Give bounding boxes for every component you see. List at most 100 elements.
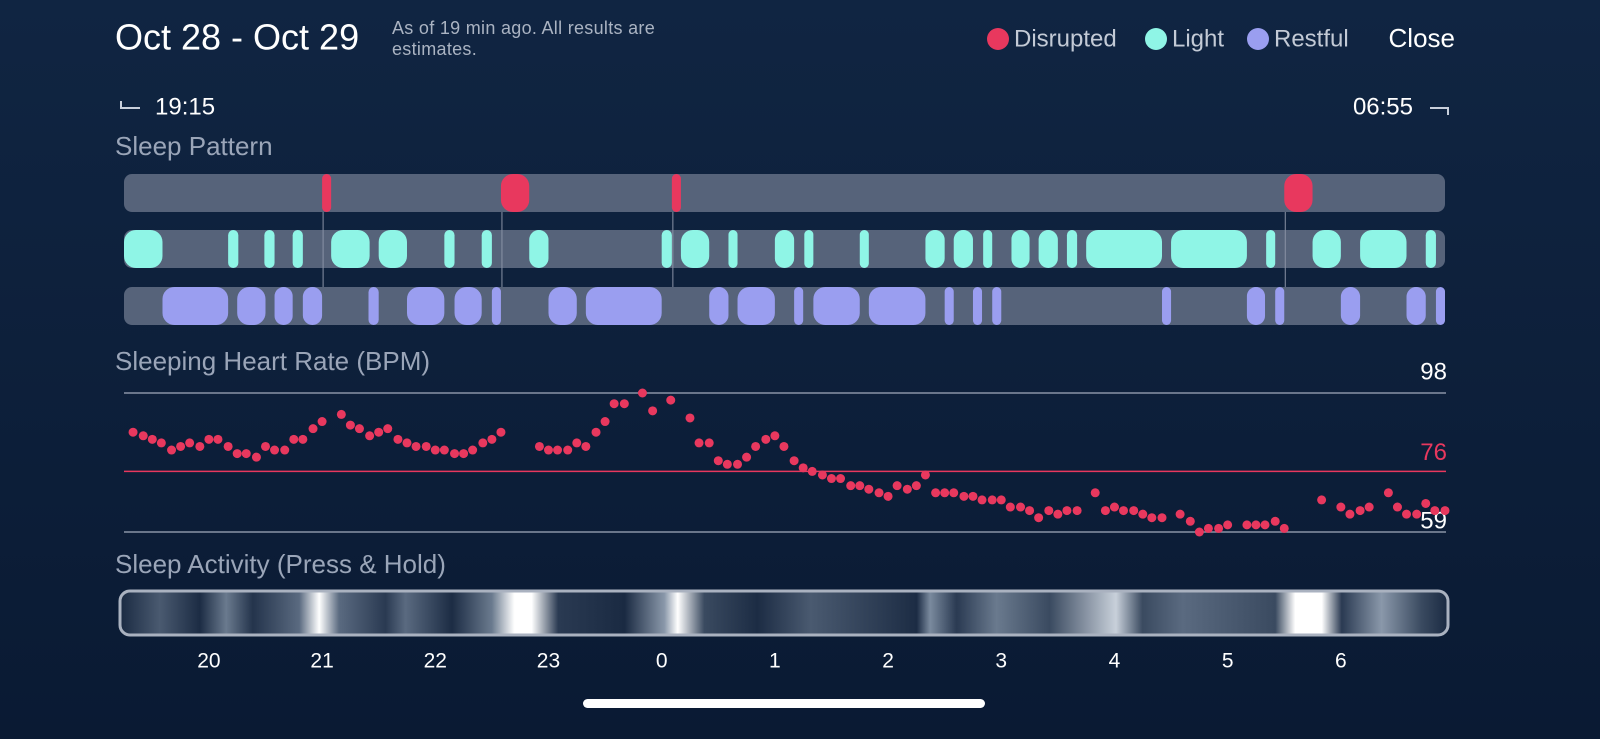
hr-dot (439, 445, 449, 455)
hr-dot (1392, 502, 1402, 512)
hr-dot (1194, 527, 1204, 537)
hour-label: 5 (1222, 650, 1234, 673)
stage-segment (368, 287, 379, 325)
stage-segment (1246, 287, 1266, 325)
stage-track (124, 174, 1445, 212)
hr-dot (459, 449, 469, 459)
stage-segment (292, 230, 303, 268)
hr-dot (742, 452, 752, 462)
hr-dot (1062, 506, 1072, 516)
stage-segment (983, 230, 993, 268)
hr-dot (807, 466, 817, 476)
stage-segment (1425, 230, 1436, 268)
hr-dot (581, 441, 591, 451)
hr-dot (1242, 520, 1252, 530)
hr-dot (1260, 520, 1270, 530)
hr-dot (1383, 488, 1393, 498)
hr-dot (1138, 509, 1148, 519)
hr-dot (450, 449, 460, 459)
hr-dot (1147, 513, 1157, 523)
end-bracket (1430, 107, 1449, 115)
hr-dot (666, 395, 676, 405)
hour-label: 20 (197, 650, 220, 673)
hr-dot (298, 434, 308, 444)
hour-label: 1 (769, 650, 781, 673)
stage-segment (709, 287, 729, 325)
stage-segment (671, 174, 681, 212)
hr-dot (280, 445, 290, 455)
stage-segment (264, 230, 275, 268)
hr-reference-label: 98 (1420, 358, 1447, 385)
hr-dot (1355, 506, 1365, 516)
hr-dot (1223, 520, 1233, 530)
hr-dot (365, 431, 375, 441)
stage-segment (378, 230, 407, 268)
hr-dot (185, 438, 195, 448)
stage-segment (481, 230, 492, 268)
hour-label: 23 (537, 650, 560, 673)
stage-segment (1066, 230, 1078, 268)
stage-segment (813, 287, 860, 325)
hr-dot (138, 431, 148, 441)
hr-dot (817, 470, 827, 480)
close-button[interactable]: Close (1389, 23, 1455, 53)
hr-dot (383, 424, 393, 434)
hr-dot (534, 441, 544, 451)
stage-segment (1360, 230, 1407, 268)
section-title: Sleep Activity (Press & Hold) (115, 549, 446, 579)
stage-segment (953, 230, 973, 268)
hr-dot (308, 424, 318, 434)
hr-dot (751, 441, 761, 451)
section-title: Sleeping Heart Rate (BPM) (115, 346, 430, 376)
stage-segment (1406, 287, 1426, 325)
hr-dot (1214, 523, 1224, 533)
hr-dot (883, 491, 893, 501)
hr-dot (761, 434, 771, 444)
hr-dot (987, 495, 997, 505)
stage-segment (406, 287, 445, 325)
hr-dot (1430, 506, 1440, 516)
hr-dot (430, 445, 440, 455)
hr-dot (374, 427, 384, 437)
hr-dot (1412, 509, 1422, 519)
start-bracket (120, 101, 140, 109)
hr-dot (977, 495, 987, 505)
home-indicator (583, 699, 985, 708)
stage-segment (737, 287, 775, 325)
hr-dot (940, 488, 950, 498)
stage-segment (454, 287, 482, 325)
hr-dot (1119, 506, 1129, 516)
hr-dot (1053, 509, 1063, 519)
stage-segment (661, 230, 672, 268)
section-title: Sleep Pattern (115, 131, 273, 161)
hr-dot (402, 438, 412, 448)
stage-segment (1038, 230, 1058, 268)
hr-dot (609, 399, 619, 409)
hr-dot (354, 424, 364, 434)
hr-dot (931, 488, 941, 498)
stage-segment (1011, 230, 1030, 268)
stage-segment (529, 230, 549, 268)
stage-segment (680, 230, 710, 268)
stage-segment (331, 230, 370, 268)
hr-dot (637, 388, 647, 398)
hr-dot (911, 481, 921, 491)
hour-label: 21 (310, 650, 333, 673)
stage-segment (804, 230, 814, 268)
hr-dot (968, 491, 978, 501)
hr-dot (619, 399, 629, 409)
hr-dot (600, 417, 610, 427)
hr-dot (798, 463, 808, 473)
hour-label: 3 (995, 650, 1007, 673)
hr-dot (572, 438, 582, 448)
stage-segment (794, 287, 804, 325)
hr-dot (826, 474, 836, 484)
activity-bar[interactable] (118, 589, 1450, 637)
hr-dot (1109, 502, 1119, 512)
stage-segment (728, 230, 738, 268)
stage-segment (1162, 287, 1172, 325)
hr-dot (959, 491, 969, 501)
title: Oct 28 - Oct 29 (115, 17, 359, 58)
hr-dot (1185, 516, 1195, 526)
